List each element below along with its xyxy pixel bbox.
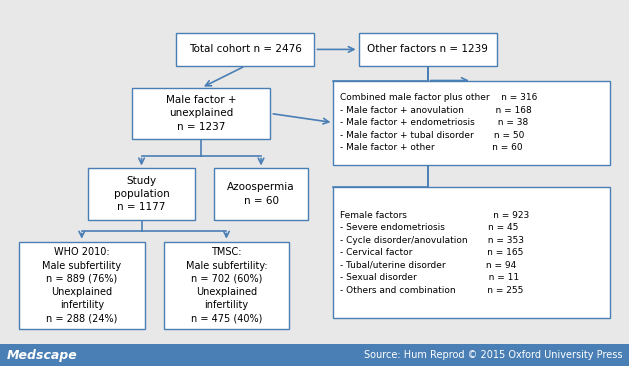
FancyBboxPatch shape — [359, 33, 497, 66]
FancyBboxPatch shape — [333, 81, 610, 165]
Text: Male factor +
unexplained
n = 1237: Male factor + unexplained n = 1237 — [166, 95, 237, 132]
Text: Study
population
n = 1177: Study population n = 1177 — [114, 176, 169, 212]
FancyBboxPatch shape — [132, 88, 270, 139]
Text: TMSC:
Male subfertility:
n = 702 (60%)
Unexplained
infertility
n = 475 (40%): TMSC: Male subfertility: n = 702 (60%) U… — [186, 247, 267, 324]
Text: Medscape: Medscape — [6, 348, 77, 362]
FancyBboxPatch shape — [19, 242, 145, 329]
FancyBboxPatch shape — [333, 187, 610, 318]
Text: Source: Hum Reprod © 2015 Oxford University Press: Source: Hum Reprod © 2015 Oxford Univers… — [364, 350, 623, 360]
Text: Combined male factor plus other    n = 316
- Male factor + anovulation          : Combined male factor plus other n = 316 … — [340, 93, 537, 152]
FancyBboxPatch shape — [214, 168, 308, 220]
FancyBboxPatch shape — [88, 168, 195, 220]
Text: Total cohort n = 2476: Total cohort n = 2476 — [189, 44, 302, 55]
Text: WHO 2010:
Male subfertility
n = 889 (76%)
Unexplained
infertility
n = 288 (24%): WHO 2010: Male subfertility n = 889 (76%… — [42, 247, 121, 324]
Text: Azoospermia
n = 60: Azoospermia n = 60 — [227, 182, 295, 206]
Text: Female factors                              n = 923
- Severe endometriosis      : Female factors n = 923 - Severe endometr… — [340, 210, 529, 295]
Text: Other factors n = 1239: Other factors n = 1239 — [367, 44, 488, 55]
FancyBboxPatch shape — [164, 242, 289, 329]
FancyBboxPatch shape — [176, 33, 314, 66]
Bar — [0, 344, 629, 366]
